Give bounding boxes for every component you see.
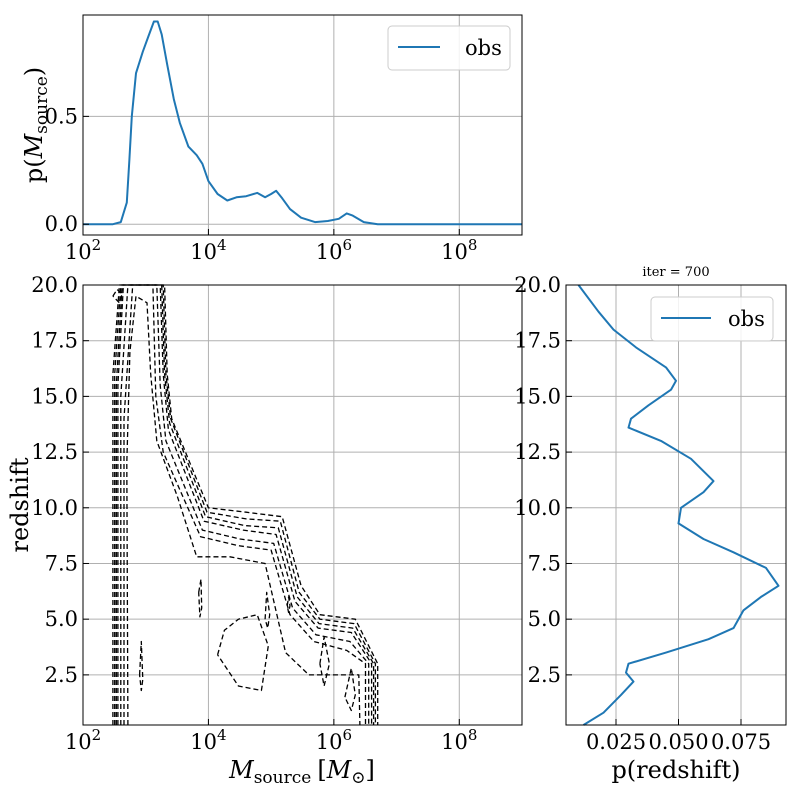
main-contours — [112, 284, 379, 726]
top-legend: obs — [387, 25, 511, 71]
contour-line-0 — [112, 284, 379, 725]
right-legend-label: obs — [728, 307, 765, 331]
top-y-axis-label: p(Msource) — [20, 67, 52, 183]
main-y-tick-labels: 2.5 5.0 7.5 10.0 12.5 15.0 17.5 20.0 — [31, 273, 78, 687]
contour-line-14 — [286, 596, 291, 614]
right-ticks — [566, 284, 742, 725]
main-y-tick-label: 15.0 — [31, 384, 78, 408]
top-series-line-obs — [83, 20, 522, 226]
top-y-tick-label: 0.0 — [45, 212, 78, 236]
main-x-axis-label: Msource [M⊙] — [228, 756, 375, 788]
top-x-tick-label: 102 — [65, 236, 101, 264]
main-y-tick-label: 5.0 — [45, 607, 78, 631]
top-legend-box — [387, 25, 511, 71]
right-x-tick-label: 0.050 — [648, 730, 708, 754]
contour-line-13 — [264, 591, 271, 629]
main-x-tick-label: 106 — [316, 726, 352, 754]
contour-line-4 — [120, 284, 370, 725]
right-y-tick-label: 12.5 — [514, 440, 561, 464]
main-y-tick-label: 10.0 — [31, 496, 78, 520]
right-x-axis-label: p(redshift) — [611, 756, 740, 784]
right-y-tick-label: 2.5 — [528, 663, 561, 687]
main-gridlines — [82, 284, 522, 725]
main-plot-frame — [82, 284, 523, 726]
right-y-tick-label: 10.0 — [514, 496, 561, 520]
top-x-tick-label: 106 — [316, 236, 352, 264]
top-x-tick-label: 104 — [190, 236, 226, 264]
right-y-tick-label: 15.0 — [514, 384, 561, 408]
right-title: iter = 700 — [642, 265, 709, 280]
contour-line-8 — [198, 578, 203, 618]
contour-line-1 — [114, 284, 377, 725]
right-x-tick-label: 0.075 — [711, 730, 771, 754]
main-ticks — [82, 284, 460, 725]
right-y-tick-label: 17.5 — [514, 329, 561, 353]
top-panel: 102 104 106 108 0.0 0.5 p(Msource) obs — [20, 14, 523, 264]
contour-line-3 — [117, 284, 373, 725]
contour-line-6 — [126, 295, 361, 726]
right-y-tick-label: 7.5 — [528, 551, 561, 575]
right-y-tick-label: 5.0 — [528, 607, 561, 631]
top-x-tick-labels: 102 104 106 108 — [65, 236, 478, 264]
right-x-tick-labels: 0.025 0.050 0.075 — [586, 730, 771, 754]
main-y-tick-label: 17.5 — [31, 329, 78, 353]
top-ticks — [82, 115, 460, 235]
right-legend-box — [650, 296, 774, 342]
right-x-tick-label: 0.025 — [586, 730, 646, 754]
contour-line-5 — [123, 284, 367, 725]
contour-line-12 — [344, 667, 356, 712]
top-y-tick-labels: 0.0 0.5 — [45, 104, 78, 236]
right-y-tick-label: 20.0 — [514, 273, 561, 297]
main-y-tick-label: 12.5 — [31, 440, 78, 464]
right-panel: 0.025 0.050 0.075 2.5 5.0 7.5 10.0 12.5 15.0 17.… — [514, 265, 787, 784]
contour-line-11 — [319, 636, 331, 687]
top-y-tick-label: 0.5 — [45, 104, 78, 128]
top-plot-frame — [82, 14, 523, 236]
main-x-tick-label: 108 — [441, 726, 477, 754]
main-y-axis-label: redshift — [6, 457, 34, 552]
right-y-tick-labels: 2.5 5.0 7.5 10.0 12.5 15.0 17.5 20.0 — [514, 273, 561, 687]
right-gridlines — [566, 284, 786, 725]
main-x-tick-labels: 102 104 106 108 — [65, 726, 478, 754]
right-series-line-obs — [577, 284, 780, 726]
top-legend-label: obs — [465, 36, 502, 60]
main-y-tick-label: 20.0 — [31, 273, 78, 297]
contour-line-7 — [112, 288, 123, 304]
top-x-tick-label: 108 — [441, 236, 477, 264]
contour-line-2 — [115, 284, 375, 725]
main-panel: 102 104 106 108 2.5 5.0 7.5 10.0 12.5 15.0 17.5 20… — [6, 273, 523, 788]
main-y-tick-label: 2.5 — [45, 663, 78, 687]
contour-line-10 — [138, 640, 144, 692]
main-x-tick-label: 102 — [65, 726, 101, 754]
right-plot-frame — [565, 284, 787, 726]
top-series — [83, 20, 522, 226]
main-x-tick-label: 104 — [190, 726, 226, 754]
main-y-tick-label: 7.5 — [45, 551, 78, 575]
right-series — [577, 284, 780, 726]
right-legend: obs — [650, 296, 774, 342]
contour-line-9 — [216, 614, 269, 692]
